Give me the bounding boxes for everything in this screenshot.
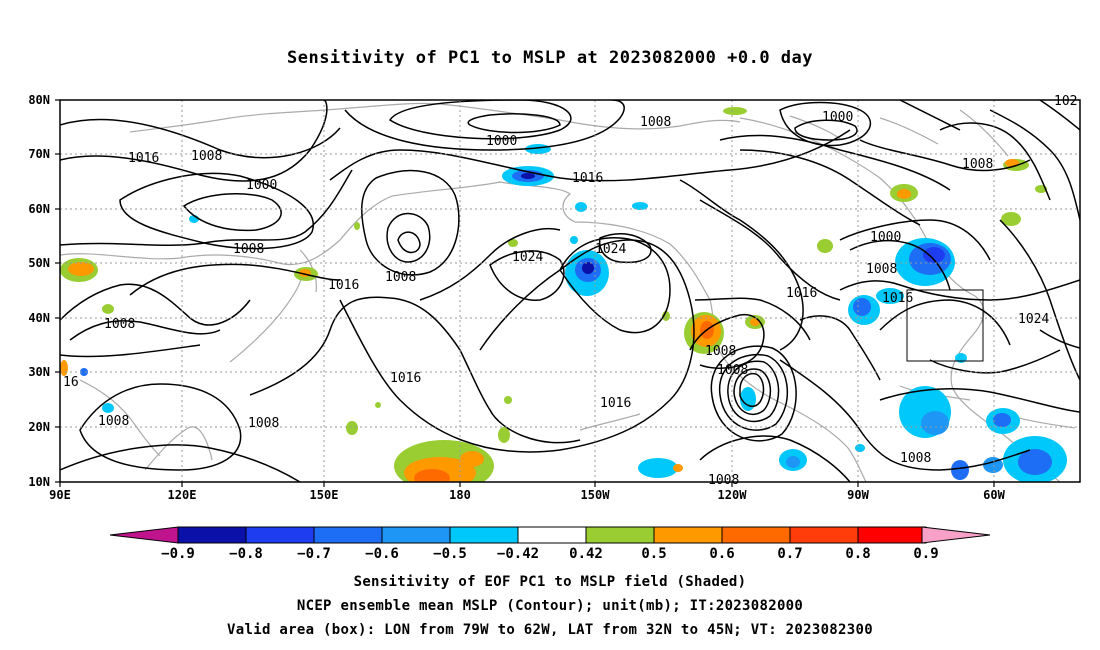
- colorbar-label: −0.8: [229, 546, 263, 562]
- contour-label: 16: [63, 375, 79, 390]
- colorbar-swatch: [449, 526, 519, 544]
- lat-tick-label: 40N: [28, 311, 50, 325]
- contour-label: 1000: [246, 178, 277, 193]
- contour-label: 1008: [866, 262, 897, 277]
- lon-tick-label: 150E: [310, 488, 339, 502]
- mslp-contours: [60, 100, 1080, 482]
- colorbar-swatch: [857, 526, 927, 544]
- colorbar-label: −0.6: [365, 546, 399, 562]
- contour-label: 1008: [385, 270, 416, 285]
- lat-tick-label: 60N: [28, 202, 50, 216]
- colorbar-label: 0.9: [913, 546, 938, 562]
- lon-tick-label: 90E: [49, 488, 71, 502]
- contour-label: 102: [1054, 94, 1077, 109]
- lon-tick-label: 60W: [983, 488, 1005, 502]
- colorbar-label: 0.5: [641, 546, 666, 562]
- contour-label: 1008: [708, 473, 739, 488]
- lon-axis: 90E 120E 150E 180 150W 120W 90W 60W: [49, 488, 1005, 502]
- contour-label: 1016: [128, 151, 159, 166]
- colorbar-label: 0.7: [777, 546, 802, 562]
- colorbar-swatch: [245, 526, 315, 544]
- contour-label: 1016: [600, 396, 631, 411]
- contour-label: 1008: [640, 115, 671, 130]
- lon-tick-label: 120W: [718, 488, 748, 502]
- contour-label: 1008: [248, 416, 279, 431]
- contour-label: 1008: [98, 414, 129, 429]
- plot-frame: [59, 99, 1081, 483]
- lon-tick-label: 180: [449, 488, 471, 502]
- contour-label: 1008: [104, 317, 135, 332]
- caption-line-1: Sensitivity of EOF PC1 to MSLP field (Sh…: [353, 574, 747, 590]
- lat-tick-label: 80N: [28, 93, 50, 107]
- contour-label: 1016: [328, 278, 359, 293]
- lon-tick-label: 150W: [581, 488, 611, 502]
- contour-label: 1024: [512, 250, 543, 265]
- contour-label: 1000: [870, 230, 901, 245]
- colorbar-label: 0.42: [569, 546, 603, 562]
- colorbar-label: 0.6: [709, 546, 734, 562]
- contour-labels: 1016 1008 1000 1008 1016 1008 1000 1008 …: [63, 94, 1077, 488]
- contour-label: 1000: [486, 134, 517, 149]
- colorbar-label: −0.42: [497, 546, 539, 562]
- contour-label: 1008: [233, 242, 264, 257]
- tick-marks: [55, 99, 995, 487]
- colorbar-swatch: [585, 526, 655, 544]
- contour-label: 1016: [786, 286, 817, 301]
- lat-axis: 80N 70N 60N 50N 40N 30N 20N 10N: [28, 93, 50, 489]
- colorbar-label: 0.8: [845, 546, 870, 562]
- contour-label: 1024: [595, 242, 626, 257]
- valid-area-box: [906, 289, 984, 362]
- colorbar-swatch: [653, 526, 723, 544]
- lat-tick-label: 20N: [28, 420, 50, 434]
- lat-tick-label: 10N: [28, 475, 50, 489]
- contour-label: 1008: [191, 149, 222, 164]
- map-title: Sensitivity of PC1 to MSLP at 2023082000…: [286, 48, 813, 68]
- colorbar-swatch: [177, 526, 247, 544]
- gridlines: [60, 100, 1080, 482]
- lon-tick-label: 120E: [168, 488, 197, 502]
- contour-label: 1000: [822, 110, 853, 125]
- colorbar-label: −0.5: [433, 546, 467, 562]
- colorbar-swatch: [789, 526, 859, 544]
- colorbar-label: −0.9: [161, 546, 195, 562]
- colorbar-right-triangle: [921, 526, 991, 544]
- contour-label: 1008: [705, 344, 736, 359]
- caption-line-2: NCEP ensemble mean MSLP (Contour); unit(…: [296, 598, 804, 614]
- shaded-sensitivity: [60, 107, 1067, 482]
- colorbar-swatch: [721, 526, 791, 544]
- caption-line-3: Valid area (box): LON from 79W to 62W, L…: [227, 622, 873, 638]
- lat-tick-label: 50N: [28, 256, 50, 270]
- lon-tick-label: 90W: [847, 488, 869, 502]
- contour-label: 1008: [962, 157, 993, 172]
- lat-tick-label: 30N: [28, 365, 50, 379]
- contour-label: 1016: [390, 371, 421, 386]
- colorbar: −0.9 −0.8 −0.7 −0.6 −0.5 −0.42 0.42 0.5 0.6 0.7 0.…: [109, 526, 991, 562]
- colorbar-label: −0.7: [297, 546, 331, 562]
- contour-label: 1008: [900, 451, 931, 466]
- contour-label: 1024: [1018, 312, 1049, 327]
- contour-label: 1008: [717, 363, 748, 378]
- contour-label: 1016: [882, 291, 913, 306]
- colorbar-swatch: [517, 526, 587, 544]
- colorbar-swatch: [313, 526, 383, 544]
- contour-label: 1016: [572, 171, 603, 186]
- colorbar-swatch: [381, 526, 451, 544]
- colorbar-left-triangle: [109, 526, 179, 544]
- lat-tick-label: 70N: [28, 147, 50, 161]
